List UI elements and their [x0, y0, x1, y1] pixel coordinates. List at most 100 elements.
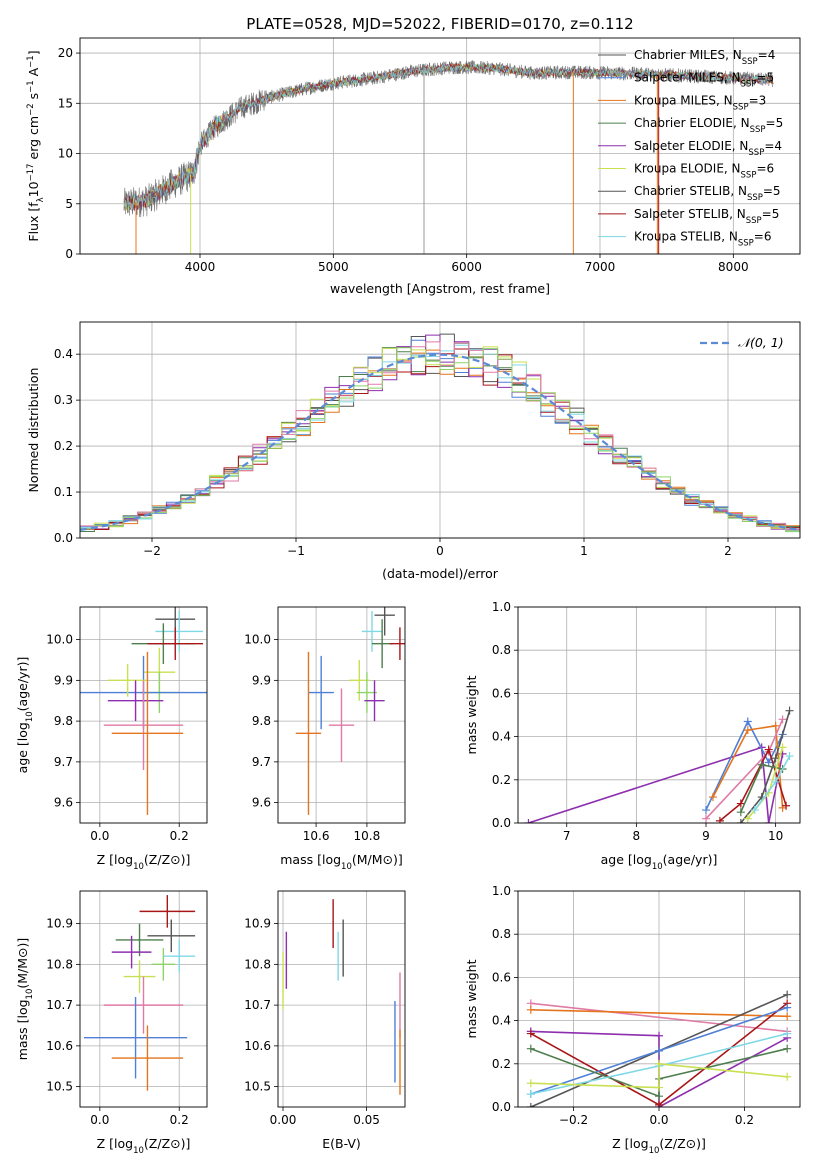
- y-tick-label: 10.6: [244, 1039, 271, 1053]
- spectrum-xlabel: wavelength [Angstrom, rest frame]: [330, 281, 550, 296]
- weight-marker: [757, 760, 766, 769]
- weight-marker: [771, 777, 780, 786]
- weight-marker: [785, 752, 794, 761]
- legend-name: Kroupa MILES, N: [634, 93, 733, 107]
- log-sub: 10: [649, 1146, 660, 1156]
- weight-marker: [526, 1079, 535, 1088]
- weight-marker: [715, 816, 724, 823]
- age_vs_mass-xlabel: mass [log10(M/M⊙)]: [280, 852, 403, 872]
- label-part: Z [: [612, 1136, 629, 1151]
- histogram-group: [80, 333, 800, 534]
- x-tick-label: 0.00: [270, 1113, 297, 1127]
- legend-sub: SSP: [748, 148, 764, 158]
- mass_vs_Z-frame: [79, 890, 208, 1108]
- y-tick-label: 0.3: [54, 393, 73, 407]
- y-tick-label: 1.0: [492, 884, 511, 898]
- weight-marker: [655, 1059, 663, 1068]
- weight_vs_Z-axes: −0.2 0.0 0.2 0.0 0.2 0.4 0.6 0.8 1.0: [492, 884, 800, 1127]
- y-tick-label: 10.7: [46, 998, 73, 1012]
- age_vs_Z-ylabel: age [log10(age/yr)]: [15, 657, 35, 774]
- label-rest: (M/M⊙)]: [15, 938, 30, 989]
- x-tick-label: 0.2: [170, 829, 189, 843]
- weight-marker: [702, 814, 710, 823]
- weight-marker: [524, 819, 533, 823]
- x-tick-label: −0.2: [559, 1113, 588, 1127]
- y-tick-label: 9.6: [54, 796, 73, 810]
- label-part: mass [: [15, 1019, 30, 1061]
- ylabel-part: −1: [26, 55, 36, 68]
- weight_vs_Z-ylabel: mass weight: [464, 959, 479, 1038]
- legend-name: Salpeter ELODIE, N: [634, 139, 748, 153]
- y-tick-label: 0.0: [54, 531, 73, 545]
- ylabel-part: erg cm: [26, 116, 41, 164]
- y-tick-label: 10: [58, 147, 73, 161]
- weight_vs_age-frame: [517, 606, 801, 824]
- x-tick-label: 0: [436, 544, 444, 558]
- spectrum-ylabel: Flux [fλ10−17 erg cm−2 s−1 A−1]: [26, 50, 46, 241]
- mass_vs_ebv-points: [282, 899, 401, 1095]
- legend-sub: SSP: [733, 102, 749, 112]
- legend-name: Chabrier MILES, N: [634, 48, 742, 62]
- weight-marker: [736, 819, 745, 823]
- legend-label: Kroupa ELODIE, NSSP=6: [634, 162, 774, 181]
- y-tick-label: 9.8: [252, 714, 271, 728]
- legend-name: Chabrier STELIB, N: [634, 184, 747, 198]
- weight-marker: [771, 754, 780, 763]
- weight-marker: [783, 1072, 792, 1081]
- weight-marker: [526, 1005, 535, 1014]
- legend-sub: SSP: [741, 171, 757, 181]
- weight-marker: [764, 819, 773, 823]
- weight-marker: [743, 814, 752, 823]
- y-tick-label: 0.2: [492, 773, 511, 787]
- y-tick-label: 15: [58, 96, 73, 110]
- legend-sub: SSP: [738, 239, 754, 249]
- mass_vs_Z-axes: 0.0 0.2 10.5 10.6 10.7 10.8 10.9: [46, 891, 207, 1127]
- x-tick-label: 10.6: [303, 829, 330, 843]
- weight-marker: [771, 721, 780, 730]
- label-rest: (Z/Z⊙)]: [144, 852, 190, 867]
- legend-value: =3: [749, 93, 767, 107]
- ylabel-part: Flux [f: [26, 202, 41, 242]
- weight-marker: [778, 743, 787, 752]
- mass_vs_Z-xlabel: Z [log10(Z/Z⊙)]: [97, 1136, 191, 1156]
- x-tick-label: 2: [724, 544, 732, 558]
- y-tick-label: 10.0: [46, 633, 73, 647]
- weight-marker: [783, 1003, 792, 1012]
- legend-label: Chabrier ELODIE, NSSP=5: [634, 116, 783, 135]
- log-text: log: [114, 1136, 133, 1151]
- legend-label: Salpeter MILES, NSSP=5: [634, 71, 774, 90]
- mass_vs_ebv-axes: 0.00 0.05 10.5 10.6 10.7 10.8 10.9: [244, 891, 405, 1127]
- legend-sub: SSP: [741, 80, 757, 90]
- x-tick-label: 0.05: [353, 1113, 380, 1127]
- x-tick-label: 8000: [718, 260, 749, 274]
- age_vs_Z-points: [80, 607, 207, 815]
- weight-marker: [655, 1092, 663, 1101]
- log-text: log: [114, 852, 133, 867]
- weight-marker: [526, 1103, 535, 1107]
- mass_vs_Z-points: [83, 895, 196, 1091]
- x-tick-label: 8: [633, 829, 641, 843]
- ylabel-part: ]: [26, 50, 41, 55]
- log-sub: 10: [341, 862, 352, 872]
- legend-sub: SSP: [750, 125, 766, 135]
- legend-label: Kroupa MILES, NSSP=3: [634, 93, 766, 112]
- y-tick-label: 10.6: [46, 1039, 73, 1053]
- weight-marker: [702, 806, 710, 815]
- legend-value: =5: [766, 116, 784, 130]
- ylabel-part: s: [26, 93, 41, 104]
- ylabel-part: −2: [26, 103, 36, 116]
- weight-marker: [526, 1044, 535, 1053]
- residuals-axes: −2 −1 0 1 2 0.0 0.1 0.2 0.3 0.4: [54, 322, 800, 558]
- spectrum-lines: [123, 59, 774, 254]
- weight-marker: [750, 806, 759, 815]
- x-tick-label: 0.2: [735, 1113, 754, 1127]
- histogram-ylabel: Normed distribution: [26, 368, 41, 493]
- mass_vs_ebv-frame: [277, 890, 406, 1108]
- ylabel-part: 10: [26, 181, 41, 197]
- x-tick-label: 0.0: [90, 829, 109, 843]
- y-tick-label: 0.0: [492, 1100, 511, 1114]
- y-tick-label: 1.0: [492, 600, 511, 614]
- x-tick-label: 4000: [185, 260, 216, 274]
- x-tick-label: 0.0: [90, 1113, 109, 1127]
